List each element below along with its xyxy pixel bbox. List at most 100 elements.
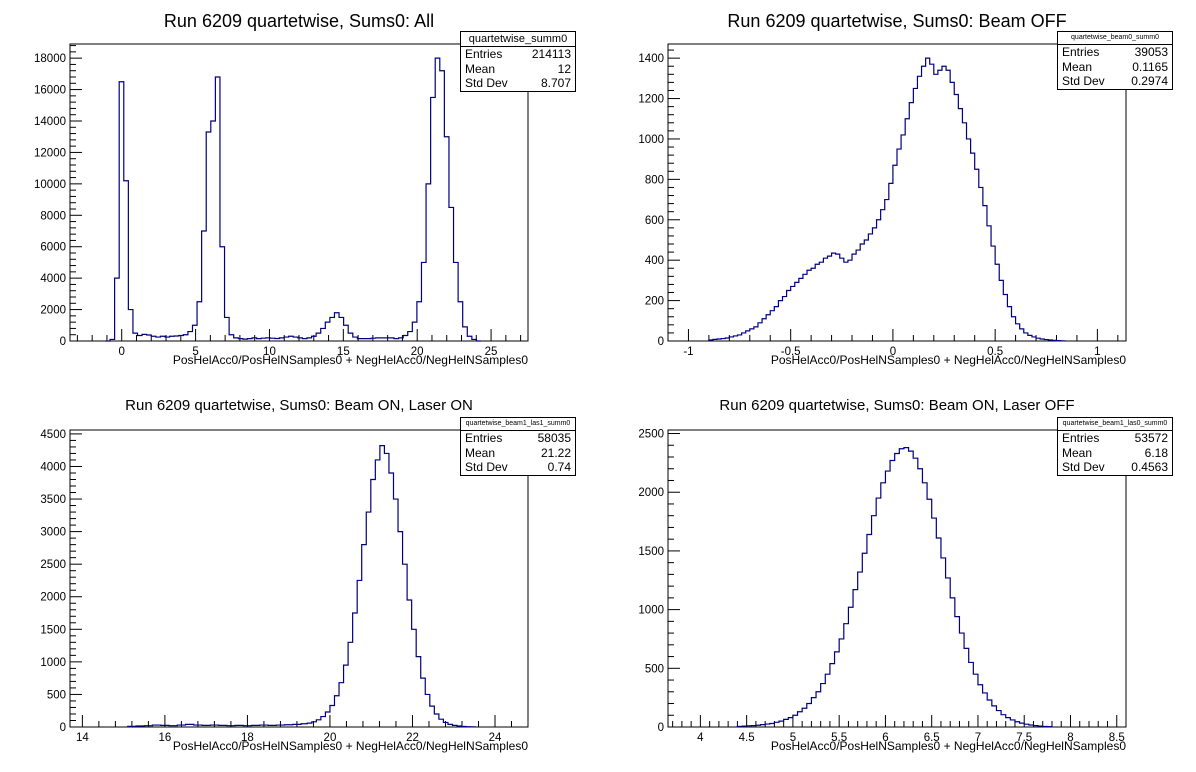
stats-stddev-row: Std Dev 0.2974 (1062, 74, 1168, 88)
y-tick-label: 600 (645, 215, 664, 227)
y-tick-label: 1000 (40, 657, 66, 669)
y-tick-label: 1000 (638, 134, 664, 146)
stats-box: quartetwise_beam0_summ0 Entries 39053 Mea… (1057, 31, 1173, 90)
y-tick-label: 2500 (638, 429, 664, 441)
x-tick-label: 6 (882, 732, 888, 744)
stats-name: quartetwise_beam1_las0_summ0 (1058, 418, 1172, 431)
stats-entries-row: Entries 39053 (1062, 45, 1168, 59)
y-tick-label: 4500 (40, 429, 66, 441)
stats-mean-row: Mean 12 (465, 61, 571, 76)
histogram-series (736, 447, 1053, 728)
x-tick-label: 5 (790, 732, 796, 744)
x-tick-label: -0.5 (781, 346, 801, 358)
chart-title: Run 6209 quartetwise, Sums0: Beam ON, La… (719, 397, 1075, 414)
x-tick-label: 8 (1067, 732, 1073, 744)
histogram-pad-beam-on-laser-off: Run 6209 quartetwise, Sums0: Beam ON, La… (598, 386, 1196, 772)
x-tick-label: 5 (192, 346, 198, 358)
histogram-pad-beam-off: Run 6209 quartetwise, Sums0: Beam OFF 0 2… (598, 0, 1196, 386)
y-tick-label: 0 (60, 336, 66, 348)
histogram-pad-beam-on-laser-on: Run 6209 quartetwise, Sums0: Beam ON, La… (0, 386, 598, 772)
y-tick-label: 3500 (40, 494, 66, 506)
y-tick-label: 16000 (34, 85, 66, 97)
x-tick-label: 7.5 (1016, 732, 1032, 744)
stats-name: quartetwise_summ0 (461, 32, 575, 47)
x-tick-label: 8.5 (1109, 732, 1125, 744)
y-tick-label: 0 (658, 722, 664, 734)
stats-box: quartetwise_beam1_las0_summ0 Entries 5357… (1057, 417, 1173, 476)
y-tick-label: 1500 (40, 624, 66, 636)
chart-title: Run 6209 quartetwise, Sums0: Beam ON, La… (125, 397, 473, 414)
y-tick-label: 3000 (40, 527, 66, 539)
x-tick-label: 22 (406, 732, 419, 744)
stats-std-dev: 8.707 (540, 76, 571, 90)
y-tick-label: 2000 (40, 305, 66, 317)
stats-entries-row: Entries 58035 (465, 431, 571, 445)
x-tick-label: 20 (324, 732, 337, 744)
stats-box: quartetwise_summ0 Entries 214113 Mean 12 S… (460, 31, 576, 92)
x-tick-label: 16 (159, 732, 172, 744)
x-tick-label: 0 (890, 346, 896, 358)
stats-mean: 6.18 (1144, 445, 1168, 460)
chart-title: Run 6209 quartetwise, Sums0: Beam OFF (727, 11, 1067, 31)
plot-frame (667, 43, 1127, 342)
x-tick-label: 7 (975, 732, 981, 744)
y-tick-label: 8000 (40, 210, 66, 222)
y-tick-label: 1200 (638, 94, 664, 106)
plot-frame (69, 429, 529, 728)
y-tick-label: 4000 (40, 461, 66, 473)
x-tick-label: 18 (241, 732, 254, 744)
stats-entries: 214113 (531, 47, 571, 61)
y-tick-label: 14000 (34, 116, 66, 128)
plot-frame (667, 429, 1127, 728)
x-tick-label: 25 (485, 346, 498, 358)
x-tick-label: -1 (683, 346, 693, 358)
x-tick-label: 15 (337, 346, 350, 358)
stats-mean: 0.1165 (1132, 59, 1168, 74)
x-tick-label: 1 (1094, 346, 1100, 358)
x-tick-label: 6.5 (924, 732, 940, 744)
x-axis-label: PosHelAcc0/PosHelNSamples0 + NegHelAcc0/… (770, 739, 1126, 753)
y-tick-label: 10000 (34, 179, 66, 191)
stats-mean: 21.22 (540, 445, 571, 460)
histogram-plot: 0 200 400 600 800 1000 1200 1400 -1 -0.5 0 0.5 1 (638, 43, 1127, 358)
stats-name: quartetwise_beam1_las1_summ0 (461, 418, 575, 431)
stats-entries-row: Entries 53572 (1062, 431, 1168, 445)
y-tick-label: 200 (645, 296, 664, 308)
stats-box: quartetwise_beam1_las1_summ0 Entries 5803… (460, 417, 576, 476)
x-tick-label: 0.5 (987, 346, 1003, 358)
x-tick-label: 10 (263, 346, 276, 358)
histogram-series (105, 57, 482, 342)
x-tick-label: 0 (119, 346, 125, 358)
stats-mean-row: Mean 0.1165 (1062, 59, 1168, 74)
stats-mean-row: Mean 21.22 (465, 445, 571, 460)
histogram-plot: 0 500 1000 1500 2000 2500 4 4.5 5 5.5 6 6.5 7 7.5 8 8.5 (638, 429, 1127, 744)
histogram-plot: 0 2000 4000 6000 8000 10000 12000 14000 16000 180… (34, 43, 529, 358)
stats-mean-row: Mean 6.18 (1062, 445, 1168, 460)
y-tick-label: 800 (645, 174, 664, 186)
y-tick-label: 18000 (34, 53, 66, 65)
stats-name: quartetwise_beam0_summ0 (1058, 32, 1172, 45)
x-tick-label: 5.5 (831, 732, 847, 744)
y-tick-label: 1400 (638, 53, 664, 65)
x-tick-label: 20 (411, 346, 424, 358)
stats-stddev-row: Std Dev 0.74 (465, 460, 571, 474)
chart-title: Run 6209 quartetwise, Sums0: All (163, 11, 435, 31)
stats-entries: 39053 (1134, 45, 1168, 59)
y-tick-label: 0 (658, 336, 664, 348)
stats-std-dev: 0.4563 (1131, 460, 1168, 474)
y-tick-label: 4000 (40, 273, 66, 285)
y-tick-label: 500 (47, 689, 66, 701)
stats-entries: 53572 (1134, 431, 1168, 445)
y-tick-label: 12000 (34, 147, 66, 159)
stats-entries: 58035 (537, 431, 571, 445)
histogram-plot: 0 500 1000 1500 2000 2500 3000 3500 4000 4500 14 16… (40, 429, 529, 744)
y-tick-label: 1000 (638, 605, 664, 617)
histogram-series (708, 57, 1066, 342)
y-tick-label: 500 (645, 663, 664, 675)
y-tick-label: 0 (60, 722, 66, 734)
histogram-series (127, 445, 476, 728)
stats-entries-row: Entries 214113 (465, 47, 571, 61)
y-tick-label: 6000 (40, 242, 66, 254)
y-tick-label: 400 (645, 255, 664, 267)
x-axis-label: PosHelAcc0/PosHelNSamples0 + NegHelAcc0/… (770, 353, 1126, 367)
